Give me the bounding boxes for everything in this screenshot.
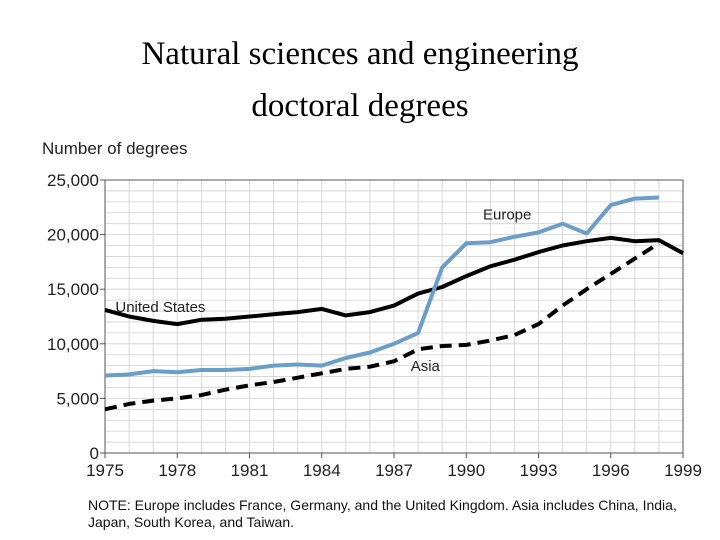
series-line-asia [104, 241, 660, 412]
x-tick-labels: 1975 1978 1981 1984 1987 1990 1993 1996 1999 [86, 453, 702, 480]
footnote: NOTE: Europe includes France, Germany, a… [88, 497, 677, 530]
x-tick-label: 1993 [520, 461, 558, 480]
y-axis-label: Number of degrees [42, 139, 188, 158]
title-line-2: doctoral degrees [251, 88, 469, 124]
series-label-united-states: United States [115, 299, 205, 316]
x-tick-label: 1975 [86, 461, 124, 480]
y-tick-label: 20,000 [47, 226, 99, 245]
x-tick-label: 1978 [158, 461, 196, 480]
series-label-europe: Europe [483, 206, 531, 223]
x-tick-label: 1984 [303, 461, 341, 480]
series-line-europe [104, 195, 659, 378]
x-tick-label: 1981 [231, 461, 269, 480]
x-tick-label: 1990 [447, 461, 485, 480]
y-tick-label: 0 [90, 444, 99, 463]
y-tick-labels: 0 5,000 10,000 15,000 20,000 25,000 [47, 171, 105, 463]
x-tick-label: 1996 [592, 461, 630, 480]
series-line-united-states [104, 235, 684, 327]
y-tick-label: 10,000 [47, 335, 99, 354]
x-tick-label: 1999 [664, 461, 702, 480]
y-tick-label: 25,000 [47, 171, 99, 190]
y-tick-label: 15,000 [47, 280, 99, 299]
series-lines [104, 195, 684, 412]
y-tick-label: 5,000 [56, 389, 99, 408]
x-tick-label: 1987 [375, 461, 413, 480]
series-labels: United States Europe Asia [115, 206, 531, 375]
series-label-asia: Asia [411, 358, 441, 375]
slide-title: Natural sciences and engineering doctora… [0, 28, 720, 132]
title-line-1: Natural sciences and engineering [141, 36, 579, 72]
